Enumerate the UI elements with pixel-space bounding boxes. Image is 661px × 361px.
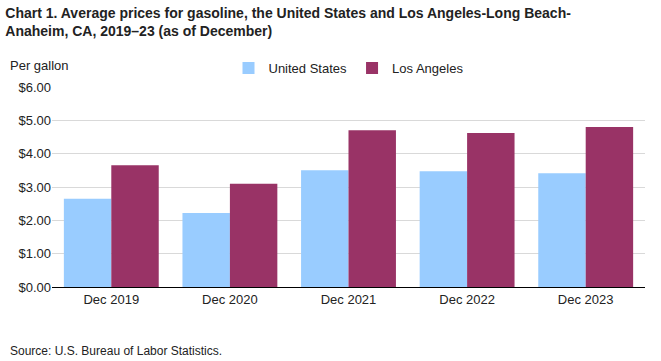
svg-text:Per gallon: Per gallon [10, 58, 69, 73]
svg-text:Dec 2021: Dec 2021 [321, 292, 377, 307]
svg-text:$0.00: $0.00 [18, 280, 51, 295]
svg-text:Dec 2020: Dec 2020 [202, 292, 258, 307]
svg-text:Dec 2019: Dec 2019 [83, 292, 139, 307]
svg-text:United States: United States [269, 61, 348, 76]
svg-text:$5.00: $5.00 [18, 113, 51, 128]
svg-text:Dec 2022: Dec 2022 [439, 292, 495, 307]
svg-text:$1.00: $1.00 [18, 246, 51, 261]
svg-text:Source: U.S. Bureau of Labor S: Source: U.S. Bureau of Labor Statistics. [10, 344, 222, 358]
svg-text:Los Angeles: Los Angeles [392, 61, 463, 76]
svg-text:$3.00: $3.00 [18, 180, 51, 195]
svg-text:$4.00: $4.00 [18, 146, 51, 161]
svg-text:Chart 1. Average prices for ga: Chart 1. Average prices for gasoline, th… [5, 5, 571, 39]
svg-text:$2.00: $2.00 [18, 213, 51, 228]
svg-text:Dec 2023: Dec 2023 [558, 292, 614, 307]
svg-text:$6.00: $6.00 [18, 80, 51, 95]
